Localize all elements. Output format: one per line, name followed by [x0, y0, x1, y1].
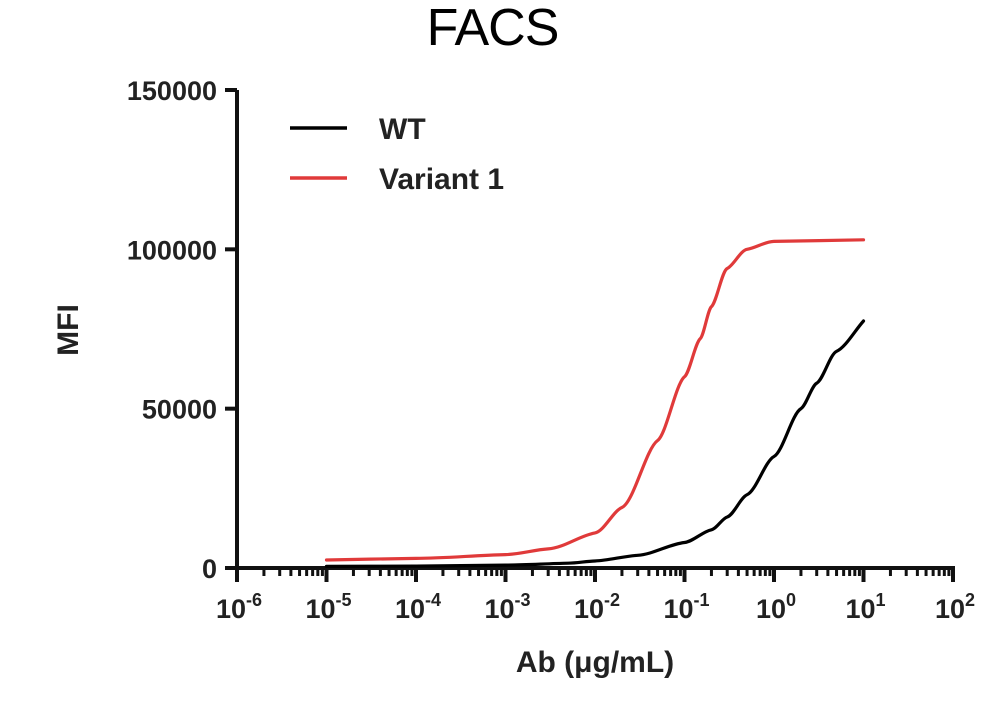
x-tick-label: 102: [935, 590, 975, 624]
y-tick-label: 50000: [142, 395, 217, 425]
legend-label: WT: [379, 113, 426, 146]
x-tick-label: 10-3: [484, 590, 530, 624]
chart-axes: 0 50000 100000 150000 10-6 10-5 10-4 10-3 10-2 10…: [127, 76, 975, 624]
x-tick-label: 10-1: [663, 590, 709, 624]
legend: WT Variant 1: [290, 113, 504, 196]
x-axis-label: Ab (μg/mL): [516, 646, 674, 679]
x-tick-label: 101: [845, 590, 885, 624]
y-tick-label: 100000: [127, 235, 217, 265]
series-layer: [324, 238, 866, 568]
x-tick-label: 10-6: [216, 590, 262, 624]
y-tick-label: 150000: [127, 76, 217, 106]
legend-label: Variant 1: [379, 163, 504, 196]
y-tick-label: 0: [202, 554, 217, 584]
x-tick-label: 100: [756, 590, 796, 624]
x-tick-label: 10-5: [305, 590, 351, 624]
series-line-wt: [324, 319, 866, 568]
x-tick-label: 10-4: [395, 590, 441, 624]
x-tick-label: 10-2: [574, 590, 620, 624]
y-axis-label: MFI: [52, 304, 85, 356]
chart-title: FACS: [426, 0, 560, 57]
series-line-variant-1: [324, 238, 866, 562]
